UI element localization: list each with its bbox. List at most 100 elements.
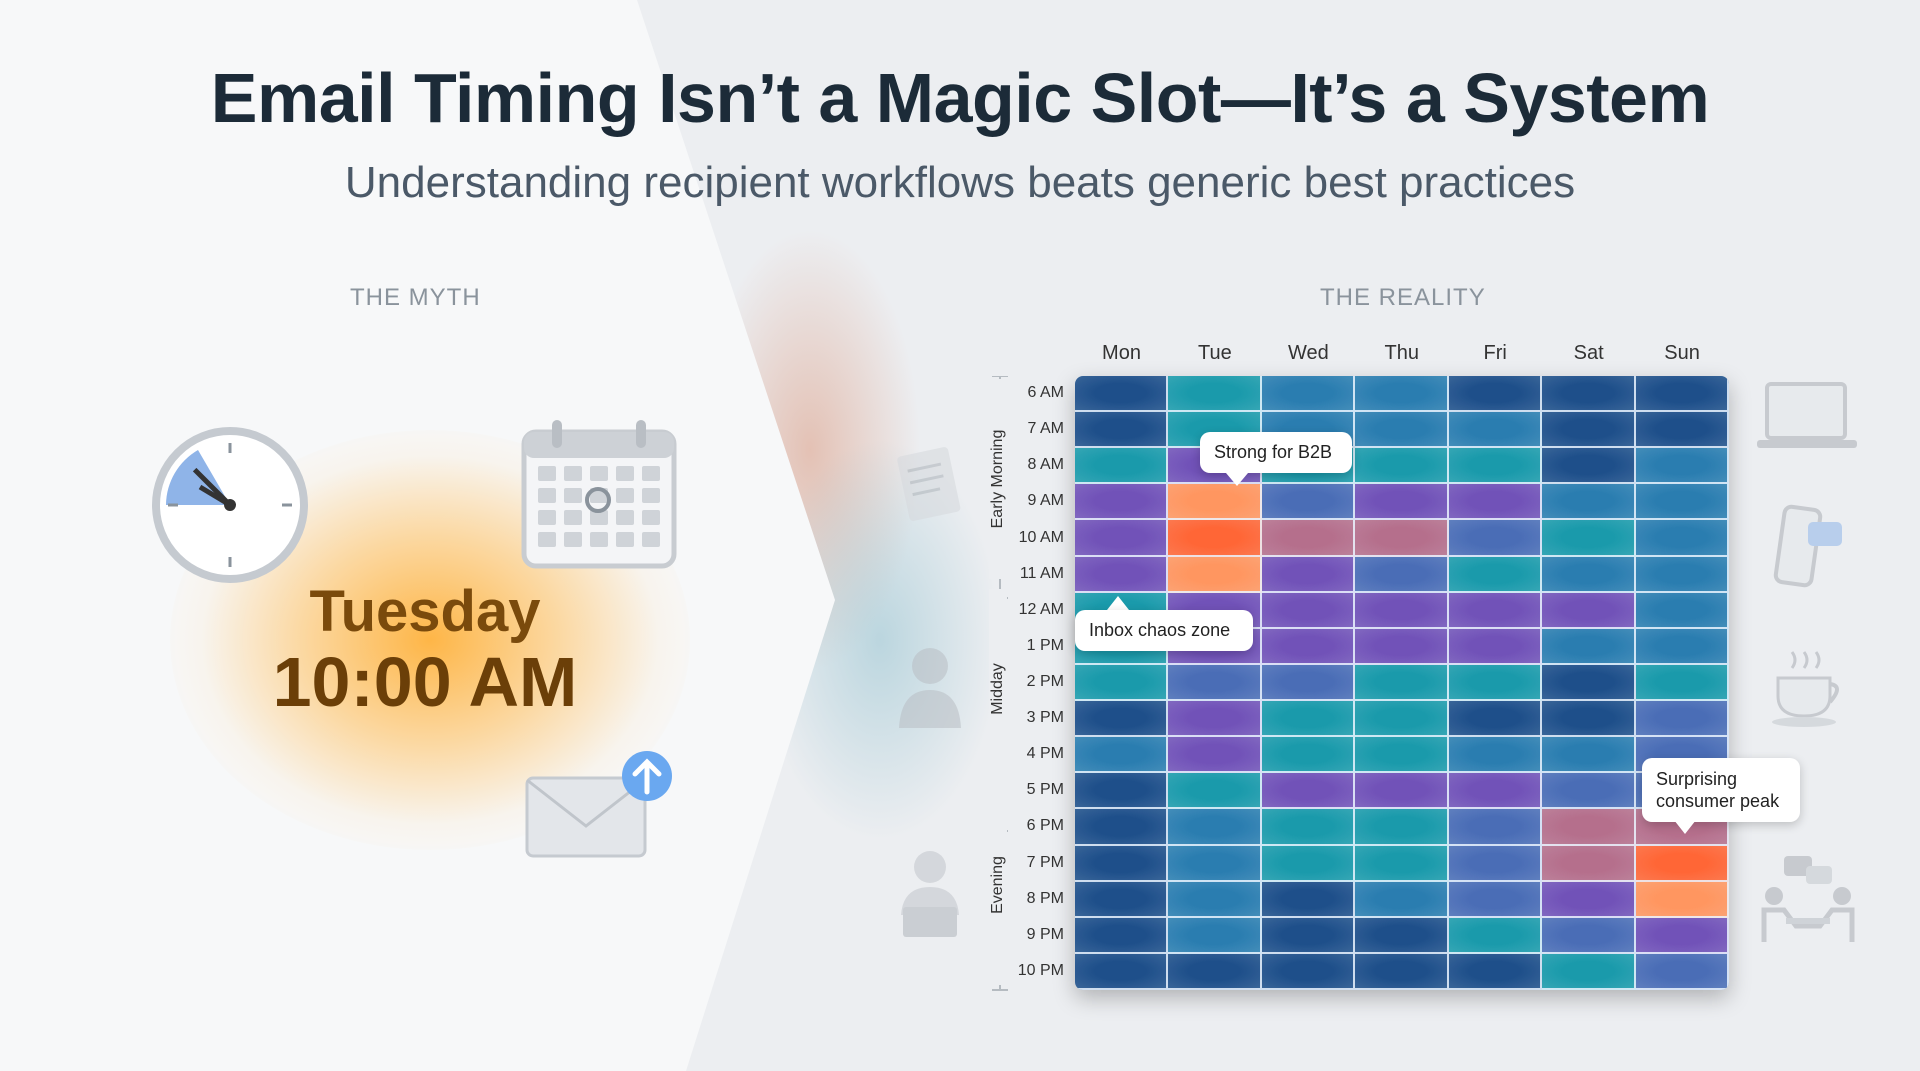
heatmap-cell-fri-8pm [1448, 881, 1543, 918]
heatmap-cell-thu-8am [1355, 448, 1449, 485]
row-label: 12 AM [1018, 600, 1064, 618]
heatmap-cell-sat-5pm [1542, 773, 1636, 810]
heatmap-cell-wed-2pm [1261, 664, 1356, 702]
person-laptop-icon [901, 851, 959, 937]
column-label-fri: Fri [1483, 342, 1507, 364]
heatmap-cell-sat-7am [1542, 412, 1636, 449]
row-label: 9 PM [1026, 925, 1064, 943]
heatmap-cell-sat-4pm [1542, 737, 1636, 774]
heatmap-cell-thu-2pm [1355, 664, 1449, 702]
row-label: 1 PM [1026, 636, 1064, 654]
row-group-midday: Midday [989, 589, 1007, 789]
heatmap-cell-sun-1pm [1635, 628, 1729, 665]
row-group-evening: Evening [989, 785, 1007, 985]
heatmap-cell-sat-8am [1542, 448, 1636, 485]
row-label: 8 PM [1026, 889, 1064, 907]
heatmap-cell-fri-12am [1448, 592, 1543, 629]
heatmap-cell-tue-9pm [1168, 917, 1262, 954]
heatmap-cell-thu-8pm [1355, 881, 1449, 918]
heatmap-cell-sun-6am [1635, 376, 1729, 413]
heatmap-cell-sun-8am [1635, 448, 1729, 485]
heatmap-cell-wed-9am [1261, 484, 1356, 521]
heatmap-cell-mon-3pm [1075, 701, 1169, 738]
heatmap-cell-sat-6am [1542, 376, 1636, 413]
heatmap-cell-thu-10am [1355, 520, 1449, 557]
heatmap-cell-fri-7pm [1448, 845, 1543, 882]
heatmap-cell-wed-7pm [1261, 845, 1356, 882]
heatmap-cell-fri-5pm [1448, 773, 1543, 810]
heatmap-cell-thu-4pm [1355, 737, 1449, 774]
heatmap-cell-fri-8am [1448, 448, 1543, 485]
heatmap-cell-mon-8am [1075, 448, 1169, 485]
heatmap-cell-wed-1pm [1261, 628, 1356, 665]
heatmap-cell-fri-9am [1448, 484, 1543, 521]
heatmap-cell-sun-9am [1635, 484, 1729, 521]
heatmap-cell-sat-9pm [1542, 917, 1636, 954]
heatmap-cell-tue-10am [1168, 520, 1262, 557]
heatmap-cell-thu-7pm [1355, 845, 1449, 882]
annotation-inbox-chaos: Inbox chaos zone [1075, 610, 1253, 651]
row-label: 11 AM [1019, 564, 1064, 582]
heatmap-cell-sat-12am [1542, 592, 1636, 629]
row-label: 7 PM [1026, 853, 1064, 871]
row-label: 4 PM [1026, 745, 1064, 763]
laptop-icon [1757, 382, 1857, 448]
heatmap-cell-thu-7am [1355, 412, 1449, 449]
annotation-pointer [1226, 473, 1248, 486]
heatmap-cell-mon-4pm [1075, 737, 1169, 774]
heatmap-cell-thu-10pm [1355, 953, 1449, 990]
heatmap-cell-tue-5pm [1168, 773, 1262, 810]
heatmap-cell-sun-11am [1635, 556, 1729, 593]
row-label: 7 AM [1027, 420, 1064, 438]
document-icon [897, 447, 961, 521]
heatmap-cell-thu-3pm [1355, 701, 1449, 738]
column-label-mon: Mon [1102, 342, 1141, 364]
heatmap-cell-tue-6pm [1168, 809, 1262, 846]
heatmap-cell-thu-6pm [1355, 809, 1449, 846]
heatmap-cell-fri-4pm [1448, 737, 1543, 774]
heatmap-cell-wed-3pm [1261, 701, 1356, 738]
heatmap-cell-fri-10am [1448, 520, 1543, 557]
heatmap-cell-wed-4pm [1261, 737, 1356, 774]
heatmap-cell-fri-9pm [1448, 917, 1543, 954]
row-label: 5 PM [1026, 781, 1064, 799]
heatmap-cell-mon-8pm [1075, 881, 1169, 918]
heatmap-cell-sat-10pm [1542, 953, 1636, 990]
heatmap-cell-mon-6pm [1075, 809, 1169, 846]
heatmap-cell-tue-4pm [1168, 737, 1262, 774]
row-label: 10 PM [1017, 961, 1064, 979]
heatmap-cell-sat-10am [1542, 520, 1636, 557]
heatmap-cell-wed-6am [1261, 376, 1356, 413]
heatmap-cell-mon-10am [1075, 520, 1169, 557]
coffee-cup-icon [1772, 651, 1839, 727]
heatmap-cell-wed-6pm [1261, 809, 1356, 846]
heatmap-cell-mon-5pm [1075, 773, 1169, 810]
person-icon [899, 648, 961, 728]
clock-icon [152, 427, 308, 583]
heatmap-cell-sun-8pm [1635, 881, 1729, 918]
heatmap-cell-tue-11am [1168, 556, 1262, 593]
row-label: 3 PM [1026, 709, 1064, 727]
heatmap-cell-tue-8pm [1168, 881, 1262, 918]
heatmap-cell-sat-1pm [1542, 628, 1636, 665]
heatmap-cell-fri-6am [1448, 376, 1543, 413]
myth-section-label: THE MYTH [350, 284, 481, 311]
reality-section-label: THE REALITY [1320, 284, 1486, 311]
heatmap-cell-tue-10pm [1168, 953, 1262, 990]
heatmap-cell-thu-11am [1355, 556, 1449, 593]
row-label: 6 PM [1026, 817, 1064, 835]
heatmap-cell-thu-6am [1355, 376, 1449, 413]
envelope-send-icon [525, 751, 672, 858]
heatmap-cell-mon-9pm [1075, 917, 1169, 954]
row-label: 6 AM [1027, 384, 1064, 402]
heatmap-cell-wed-10pm [1261, 953, 1356, 990]
heatmap-cell-fri-10pm [1448, 953, 1543, 990]
heatmap-cell-tue-3pm [1168, 701, 1262, 738]
heatmap-cell-sat-8pm [1542, 881, 1636, 918]
heatmap-cell-tue-7pm [1168, 845, 1262, 882]
heatmap-cell-sun-7am [1635, 412, 1729, 449]
row-label: 2 PM [1026, 673, 1064, 690]
heatmap-cell-wed-9pm [1261, 917, 1356, 954]
myth-time: 10:00 AM [272, 643, 578, 721]
heatmap-cell-mon-6am [1075, 376, 1169, 413]
